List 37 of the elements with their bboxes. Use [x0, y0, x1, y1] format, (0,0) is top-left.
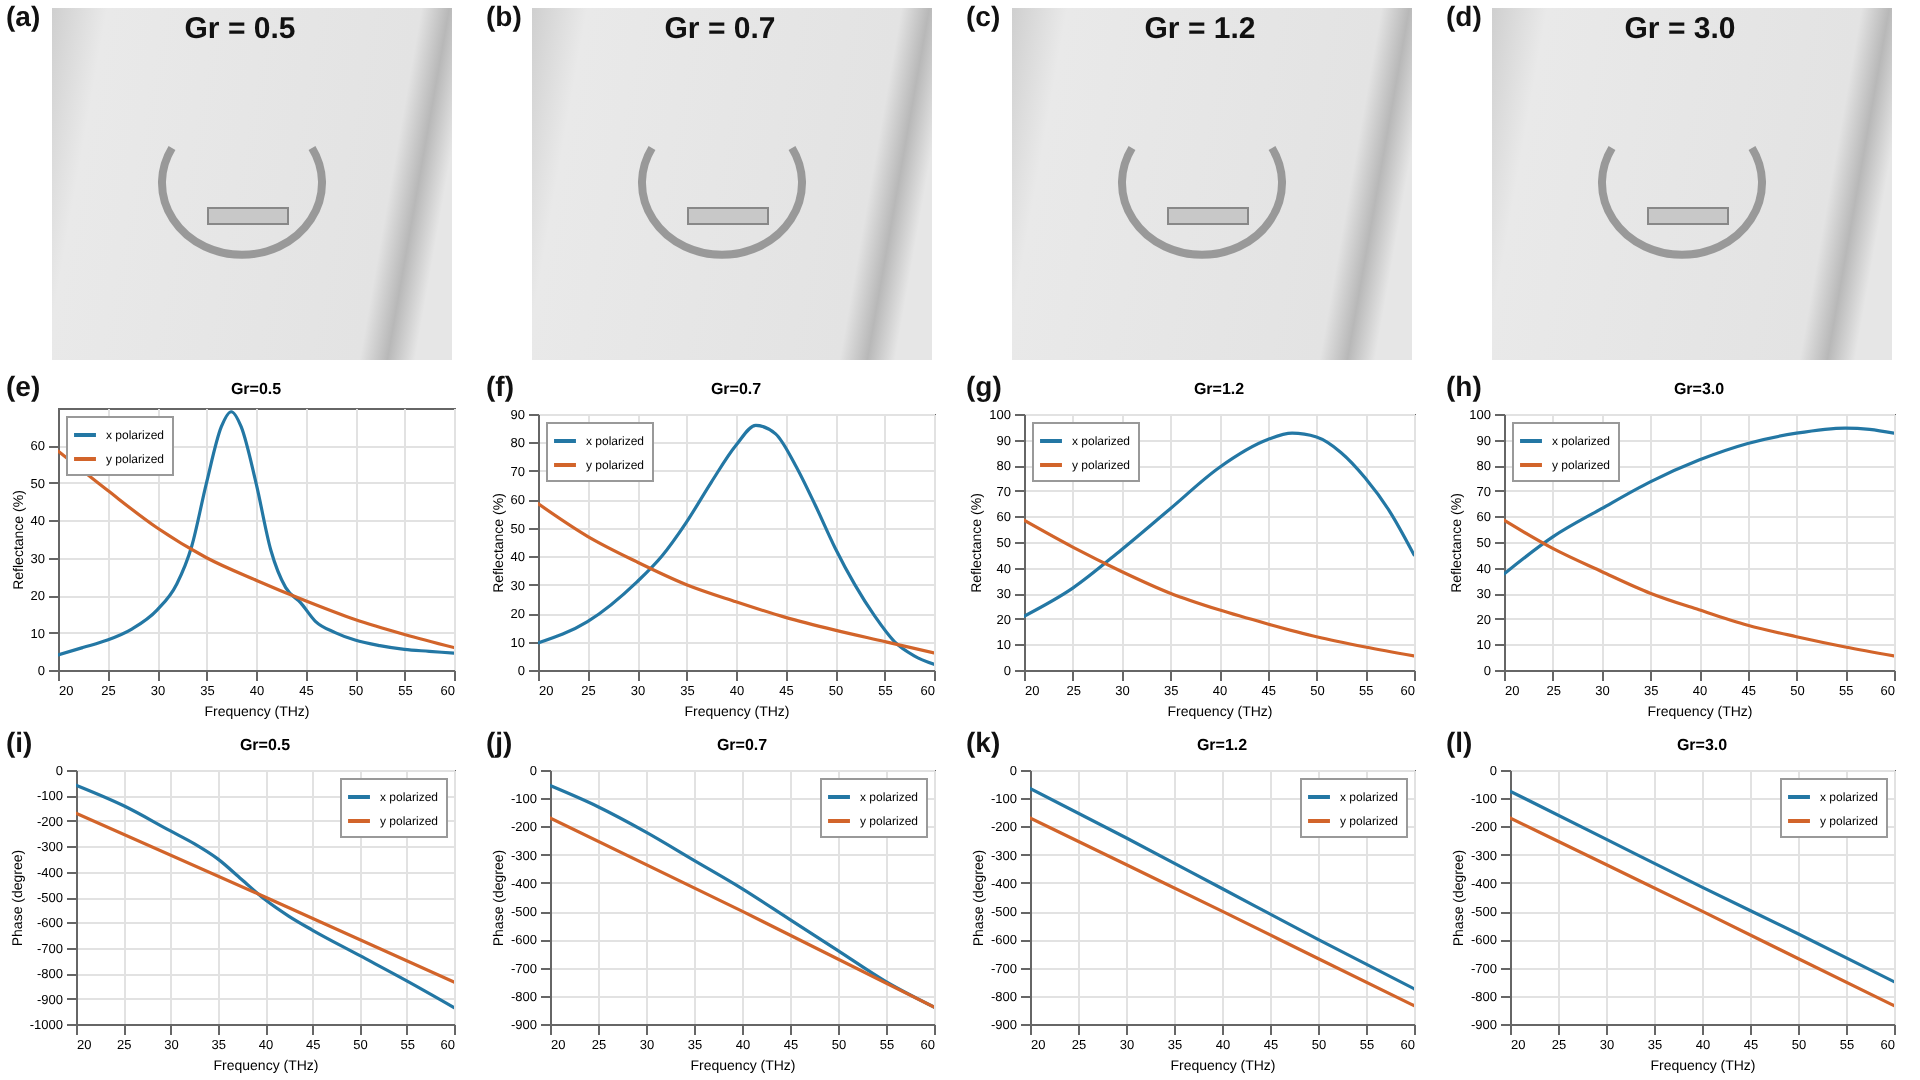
chart-title: Gr=0.7 — [716, 736, 769, 754]
text: (l) — [1446, 726, 1473, 758]
text: (h) — [1446, 370, 1482, 402]
line-series — [538, 423, 934, 666]
text: Gr = 3.0 — [1624, 12, 1736, 46]
text: Gr = 1.2 — [1144, 12, 1256, 46]
chart-title: Gr=1.2 — [1193, 380, 1246, 398]
text: (b) — [486, 0, 522, 32]
text: (e) — [6, 370, 41, 402]
line-series — [1030, 786, 1414, 991]
chart-title: Gr=1.2 — [1196, 736, 1249, 754]
line-series — [1024, 518, 1414, 658]
line-series — [58, 449, 454, 650]
line-series — [58, 410, 454, 657]
text: (k) — [966, 726, 1001, 758]
text: (j) — [486, 726, 513, 758]
text: (g) — [966, 370, 1002, 402]
chart-title: Gr=0.5 — [239, 736, 292, 754]
chart-title: Gr=0.7 — [710, 380, 763, 398]
text: (f) — [486, 370, 514, 402]
line-series — [76, 783, 454, 1010]
chart-title: Gr=3.0 — [1676, 736, 1729, 754]
text: (c) — [966, 0, 1001, 32]
line-series — [1030, 816, 1414, 1008]
text: (a) — [6, 0, 41, 32]
line-series — [538, 502, 934, 655]
line-series — [1510, 816, 1894, 1008]
line-series — [1510, 789, 1894, 984]
text: (i) — [6, 726, 33, 758]
text: Gr = 0.5 — [184, 12, 296, 46]
line-series — [1024, 431, 1414, 618]
chart-title: Gr=3.0 — [1673, 380, 1726, 398]
line-series — [1504, 518, 1894, 658]
chart-title: Gr=0.5 — [230, 380, 283, 398]
text: Gr = 0.7 — [664, 12, 776, 46]
text: (d) — [1446, 0, 1482, 32]
line-series — [1504, 426, 1894, 576]
